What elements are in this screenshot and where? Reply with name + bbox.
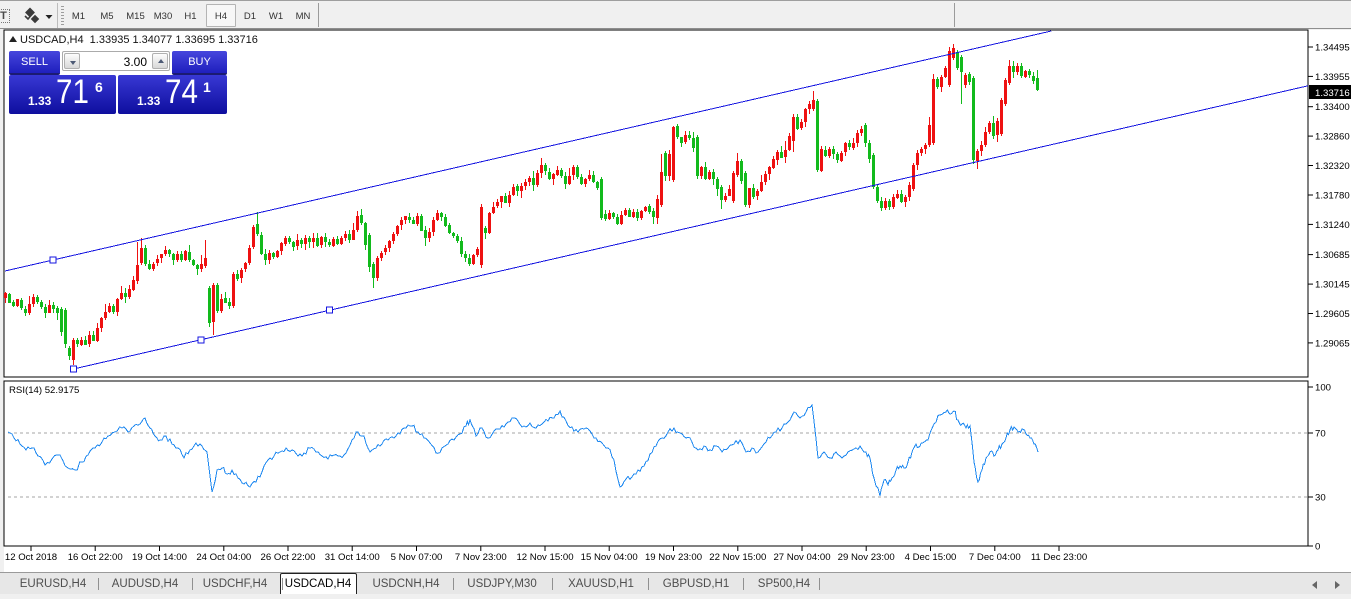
svg-text:26 Oct 22:00: 26 Oct 22:00 bbox=[261, 552, 316, 563]
svg-text:RSI(14) 52.9175: RSI(14) 52.9175 bbox=[9, 385, 79, 396]
svg-text:1.30685: 1.30685 bbox=[1315, 250, 1350, 261]
svg-text:15 Nov 04:00: 15 Nov 04:00 bbox=[581, 552, 638, 563]
svg-text:30: 30 bbox=[1315, 493, 1326, 504]
svg-text:31 Oct 14:00: 31 Oct 14:00 bbox=[325, 552, 380, 563]
svg-text:19 Oct 14:00: 19 Oct 14:00 bbox=[132, 552, 187, 563]
svg-text:1.34495: 1.34495 bbox=[1315, 43, 1350, 54]
svg-text:24 Oct 04:00: 24 Oct 04:00 bbox=[196, 552, 251, 563]
svg-text:19 Nov 23:00: 19 Nov 23:00 bbox=[645, 552, 702, 563]
svg-text:1.29605: 1.29605 bbox=[1315, 309, 1350, 320]
svg-text:1.32320: 1.32320 bbox=[1315, 161, 1350, 172]
svg-text:1.31780: 1.31780 bbox=[1315, 191, 1350, 202]
svg-text:1.32860: 1.32860 bbox=[1315, 132, 1350, 143]
svg-text:7 Nov 23:00: 7 Nov 23:00 bbox=[455, 552, 507, 563]
svg-text:5 Nov 07:00: 5 Nov 07:00 bbox=[391, 552, 443, 563]
svg-text:4 Dec 15:00: 4 Dec 15:00 bbox=[905, 552, 957, 563]
svg-text:7 Dec 04:00: 7 Dec 04:00 bbox=[969, 552, 1021, 563]
svg-text:22 Nov 15:00: 22 Nov 15:00 bbox=[709, 552, 766, 563]
svg-text:0: 0 bbox=[1315, 542, 1320, 553]
svg-text:1.30145: 1.30145 bbox=[1315, 280, 1350, 291]
svg-text:1.31240: 1.31240 bbox=[1315, 220, 1350, 231]
svg-text:12 Oct 2018: 12 Oct 2018 bbox=[5, 552, 57, 563]
svg-text:12 Nov 15:00: 12 Nov 15:00 bbox=[516, 552, 573, 563]
svg-text:100: 100 bbox=[1315, 383, 1331, 394]
svg-text:29 Nov 23:00: 29 Nov 23:00 bbox=[838, 552, 895, 563]
svg-text:11 Dec 23:00: 11 Dec 23:00 bbox=[1031, 552, 1087, 563]
svg-text:1.33955: 1.33955 bbox=[1315, 72, 1350, 83]
svg-text:1.33716: 1.33716 bbox=[1315, 88, 1350, 99]
svg-text:16 Oct 22:00: 16 Oct 22:00 bbox=[68, 552, 123, 563]
svg-text:1.29065: 1.29065 bbox=[1315, 338, 1350, 349]
svg-text:1.33400: 1.33400 bbox=[1315, 102, 1350, 113]
svg-text:70: 70 bbox=[1315, 429, 1326, 440]
svg-text:27 Nov 04:00: 27 Nov 04:00 bbox=[773, 552, 830, 563]
